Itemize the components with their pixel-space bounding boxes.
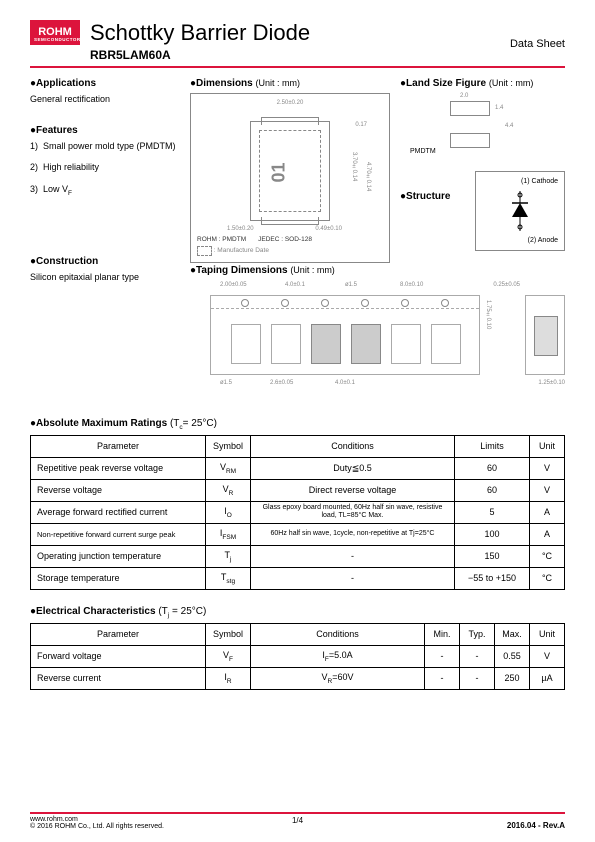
table-row: Repetitive peak reverse voltageVRMDuty≦0… — [31, 457, 565, 479]
taping-section: ●Taping Dimensions (Unit : mm) 2.00±0.05… — [190, 265, 565, 410]
table-row: Average forward rectified currentIOGlass… — [31, 501, 565, 523]
table-row: Reverse currentIRVR=60V--250µA — [31, 667, 565, 689]
features-list: 1) Small power mold type (PMDTM) 2) High… — [30, 140, 180, 199]
table-row: Non-repetitive forward current surge pea… — [31, 523, 565, 545]
construction-body: Silicon epitaxial planar type — [30, 271, 180, 285]
right-column: ●Land Size Figure (Unit : mm) 2.0 1.4 4.… — [400, 78, 565, 285]
feature-item: 2) High reliability — [30, 161, 180, 175]
page-footer: www.rohm.com © 2016 ROHM Co., Ltd. All r… — [30, 812, 565, 830]
dim-captions: ROHM : PMDTM JEDEC : SOD-128 — [197, 236, 383, 243]
table-row: Operating junction temperatureTj-150°C — [31, 545, 565, 567]
page-number: 1/4 — [292, 816, 303, 825]
abs-max-title: ●Absolute Maximum Ratings (Tc= 25°C) — [30, 418, 565, 431]
rohm-logo: ROHM SEMICONDUCTOR — [30, 20, 80, 45]
elec-table: Parameter Symbol Conditions Min. Typ. Ma… — [30, 623, 565, 690]
table-row: Reverse voltageVRDirect reverse voltage6… — [31, 479, 565, 501]
revision: 2016.04 - Rev.A — [507, 821, 565, 830]
main-title: Schottky Barrier Diode — [90, 20, 510, 46]
page-header: ROHM SEMICONDUCTOR Schottky Barrier Diod… — [30, 20, 565, 62]
package-marking: 01 — [269, 162, 290, 182]
applications-head: ●Applications — [30, 78, 180, 89]
feature-item: 1) Small power mold type (PMDTM) — [30, 140, 180, 154]
table-header-row: Parameter Symbol Conditions Limits Unit — [31, 435, 565, 457]
part-number: RBR5LAM60A — [90, 48, 510, 62]
table-row: Forward voltageVFIF=5.0A--0.55V — [31, 645, 565, 667]
table-row: Storage temperatureTstg-−55 to +150°C — [31, 567, 565, 589]
left-column: ●Applications General rectification ●Fea… — [30, 78, 180, 285]
land-head: ●Land Size Figure (Unit : mm) — [400, 78, 565, 89]
structure-diagram: (1) Cathode (2) Anode — [475, 171, 565, 251]
applications-body: General rectification — [30, 93, 180, 107]
top-row: ●Applications General rectification ●Fea… — [30, 78, 565, 285]
mid-column: ●Dimensions (Unit : mm) 2.50±0.20 01 0.1… — [190, 78, 390, 285]
table-header-row: Parameter Symbol Conditions Min. Typ. Ma… — [31, 623, 565, 645]
header-rule — [30, 66, 565, 68]
logo-sub: SEMICONDUCTOR — [34, 38, 76, 43]
footer-left: www.rohm.com © 2016 ROHM Co., Ltd. All r… — [30, 816, 164, 830]
construction-head: ●Construction — [30, 256, 180, 267]
features-head: ●Features — [30, 125, 180, 136]
datasheet-label: Data Sheet — [510, 38, 565, 50]
feature-item: 3) Low VF — [30, 183, 180, 199]
land-diagram: 2.0 1.4 4.4 PMDTM — [400, 93, 565, 163]
package-outline: 01 0.17 4.70±0.14 3.70±0.14 — [250, 121, 330, 221]
diode-symbol-icon — [508, 191, 532, 231]
structure-head: ●Structure — [400, 191, 451, 247]
elec-title: ●Electrical Characteristics (Tj = 25°C) — [30, 606, 565, 619]
dimensions-diagram: 2.50±0.20 01 0.17 4.70±0.14 3.70±0.14 1.… — [190, 93, 390, 263]
title-block: Schottky Barrier Diode RBR5LAM60A — [90, 20, 510, 62]
mfg-date-box — [197, 246, 212, 256]
land-label: PMDTM — [410, 148, 436, 155]
dimensions-head: ●Dimensions (Unit : mm) — [190, 78, 390, 89]
taping-diagram: 2.00±0.05 4.0±0.1 ø1.5 8.0±0.10 1.75±0.1… — [190, 280, 565, 410]
abs-max-table: Parameter Symbol Conditions Limits Unit … — [30, 435, 565, 590]
